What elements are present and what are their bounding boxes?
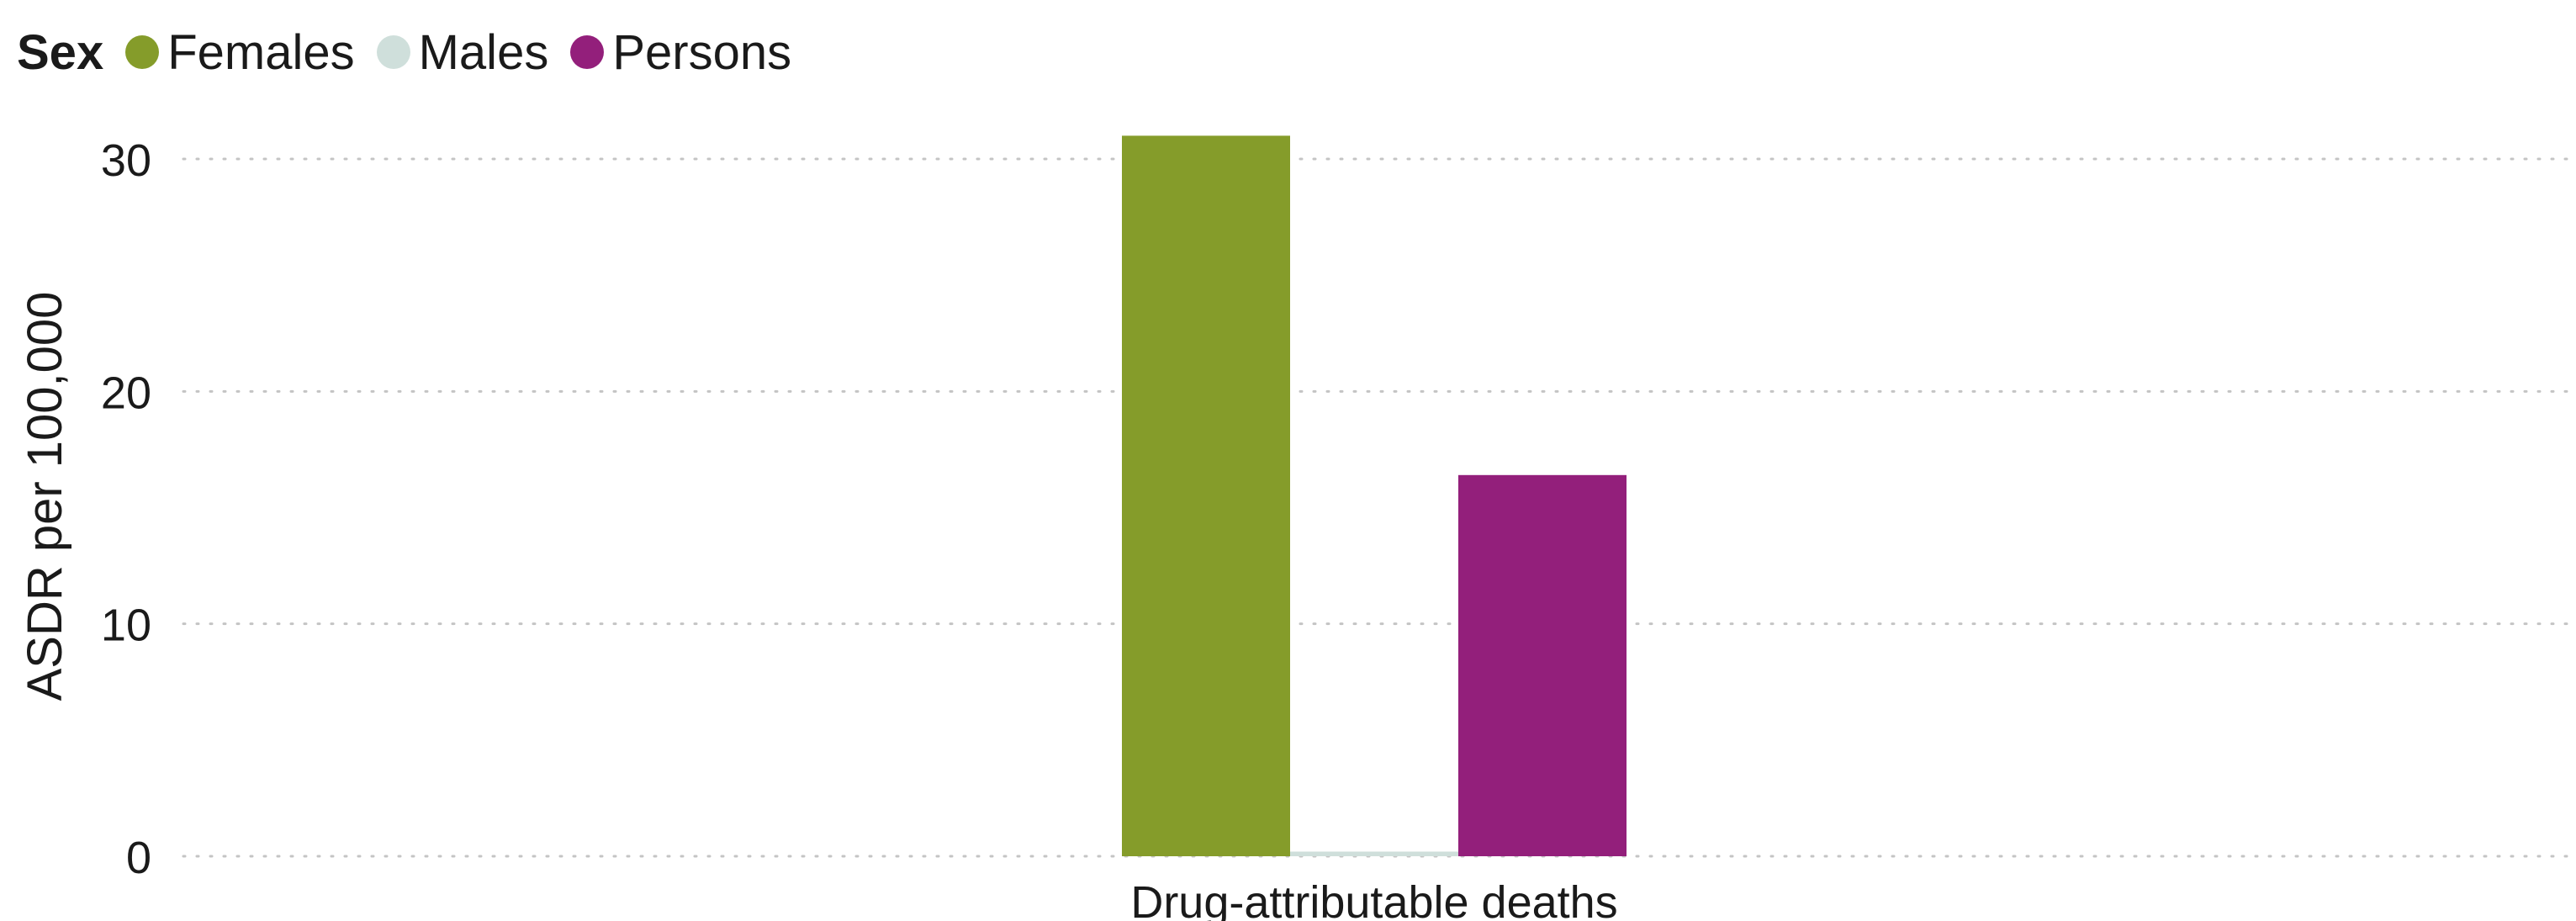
legend-item-persons[interactable]: Persons [570, 24, 791, 81]
x-category-label: Drug-attributable deaths [1130, 877, 1617, 921]
legend-swatch-females [125, 35, 160, 69]
legend-item-females[interactable]: Females [125, 24, 355, 81]
y-tick-label-30: 30 [101, 135, 151, 186]
gridlines [182, 157, 2576, 858]
y-tick-label-20: 20 [101, 368, 151, 418]
x-axis-categories: Drug-attributable deaths [1130, 877, 1617, 921]
y-axis-label: ASDR per 100,000 [18, 292, 72, 701]
legend-label-persons: Persons [612, 24, 792, 80]
bar-males[interactable] [1290, 851, 1458, 856]
bar-females[interactable] [1122, 135, 1290, 856]
legend-swatch-persons [570, 35, 605, 69]
legend-label-males: Males [418, 24, 549, 80]
y-axis-ticks: 0 10 20 30 [101, 135, 151, 883]
y-tick-label-10: 10 [101, 601, 151, 651]
legend-item-males[interactable]: Males [376, 24, 549, 81]
bar-persons[interactable] [1458, 474, 1627, 856]
bars [1122, 135, 1627, 856]
legend-swatch-males [376, 35, 410, 69]
legend: Sex Females Males Persons [17, 20, 813, 84]
y-tick-label-0: 0 [126, 833, 151, 883]
legend-label-females: Females [167, 24, 355, 80]
legend-title: Sex [17, 24, 104, 80]
